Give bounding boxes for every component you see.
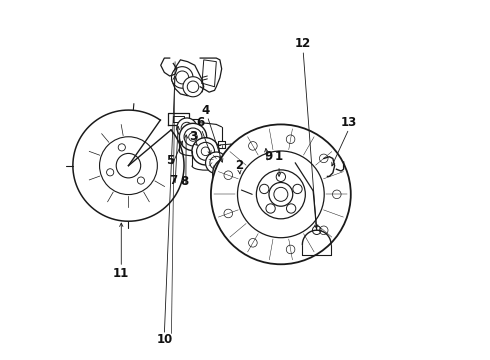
Text: 10: 10 [156, 333, 172, 346]
Text: 5: 5 [166, 154, 174, 167]
Text: 8: 8 [180, 175, 188, 188]
Text: 9: 9 [264, 150, 272, 163]
Circle shape [228, 170, 256, 199]
Text: 2: 2 [236, 159, 244, 172]
Circle shape [172, 67, 193, 88]
Circle shape [179, 123, 207, 150]
Polygon shape [172, 60, 204, 96]
Circle shape [183, 77, 203, 97]
Text: 3: 3 [189, 130, 197, 144]
Text: 1: 1 [275, 150, 283, 163]
Circle shape [192, 138, 219, 165]
Text: 12: 12 [294, 37, 311, 50]
Text: 7: 7 [169, 174, 177, 186]
Text: 6: 6 [196, 116, 204, 129]
Circle shape [205, 152, 227, 174]
Circle shape [177, 118, 197, 138]
Circle shape [213, 157, 245, 190]
Text: 4: 4 [201, 104, 210, 117]
Circle shape [211, 125, 351, 264]
Text: 11: 11 [113, 267, 129, 280]
Text: 13: 13 [341, 116, 357, 129]
